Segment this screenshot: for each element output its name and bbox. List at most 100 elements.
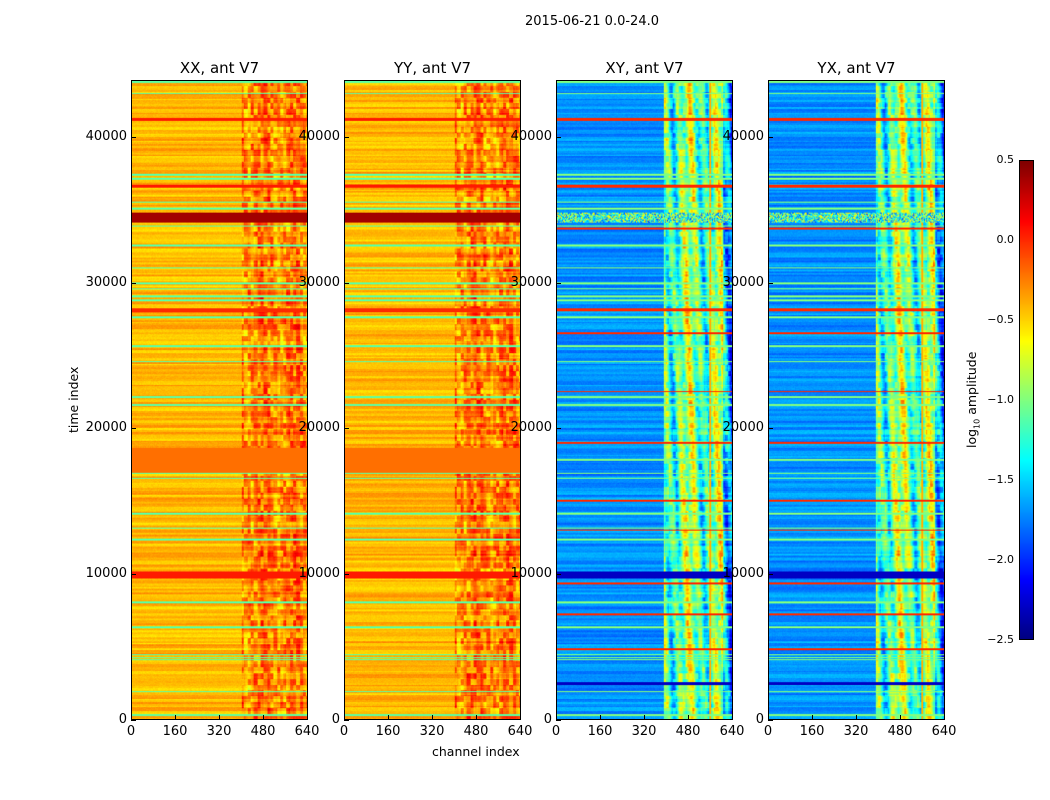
y-tick-mark [131,282,136,284]
x-tick-mark [432,715,433,720]
x-tick-label: 640 [294,724,320,739]
x-tick-label: 0 [126,724,136,739]
y-tick-mark [344,282,349,284]
y-tick-mark [556,428,561,430]
colorbar-tick-label: −1.5 [987,473,1014,486]
x-tick-mark [388,715,389,720]
x-tick-mark [263,715,264,720]
y-tick-mark [768,428,773,430]
x-tick-mark [476,715,477,720]
x-tick-mark [520,715,521,720]
heatmap-image [557,81,732,719]
colorbar-label-rest: amplitude [964,351,979,419]
heatmap-image [132,81,307,719]
heatmap-image [769,81,944,719]
x-tick-mark [644,715,645,720]
y-tick-label: 10000 [298,566,340,582]
x-axis-label: channel index [432,744,520,759]
x-tick-mark [812,715,813,720]
x-tick-label: 640 [507,724,533,739]
y-tick-mark [131,136,136,138]
y-tick-label: 40000 [510,128,552,144]
y-tick-mark [131,574,136,576]
y-tick-mark [131,720,136,721]
panel-title: XY, ant V7 [605,59,684,77]
x-tick-mark [688,715,689,720]
y-axis-label: time index [66,366,81,433]
x-tick-mark [175,715,176,720]
y-tick-label: 40000 [298,128,340,144]
y-tick-label: 0 [331,712,340,727]
colorbar-tick-label: −0.5 [987,313,1014,326]
x-tick-label: 320 [206,724,232,739]
y-tick-mark [768,720,773,721]
x-tick-mark [600,715,601,720]
x-tick-label: 480 [887,724,913,739]
colorbar-label: log10 amplitude [964,352,982,448]
x-tick-mark [732,715,733,720]
x-tick-label: 0 [763,724,773,739]
x-tick-label: 160 [375,724,401,739]
colorbar-tick-label: −1.0 [987,393,1014,406]
panel-title: YY, ant V7 [393,59,472,77]
x-tick-label: 640 [719,724,745,739]
x-tick-label: 0 [551,724,561,739]
x-tick-mark [344,715,345,720]
x-tick-mark [944,715,945,720]
colorbar-tick-label: 0.0 [996,233,1015,246]
y-tick-label: 20000 [722,420,764,436]
x-tick-mark [219,715,220,720]
x-tick-mark [856,715,857,720]
y-tick-mark [556,574,561,576]
x-tick-label: 480 [463,724,489,739]
x-tick-label: 640 [931,724,957,739]
x-tick-label: 480 [250,724,276,739]
y-tick-label: 10000 [85,566,127,582]
y-tick-label: 20000 [85,420,127,436]
x-tick-label: 320 [843,724,869,739]
heatmap-panel-1 [131,80,308,720]
colorbar-tick-label: −2.5 [987,633,1014,646]
y-tick-mark [344,574,349,576]
colorbar-label-log: log [964,428,979,448]
x-tick-label: 160 [799,724,825,739]
panel-title: XX, ant V7 [179,59,260,77]
y-tick-label: 0 [755,712,764,727]
heatmap-panel-3 [556,80,733,720]
y-tick-label: 30000 [722,274,764,290]
panel-title: YX, ant V7 [817,59,896,77]
y-tick-mark [556,282,561,284]
x-tick-label: 320 [631,724,657,739]
x-tick-label: 320 [419,724,445,739]
colorbar-tick-label: 0.5 [996,153,1015,166]
x-tick-label: 0 [339,724,349,739]
x-tick-mark [131,715,132,720]
y-tick-mark [556,136,561,138]
y-tick-mark [768,574,773,576]
x-tick-mark [768,715,769,720]
y-tick-label: 10000 [722,566,764,582]
x-tick-mark [900,715,901,720]
x-tick-mark [556,715,557,720]
heatmap-panel-2 [344,80,521,720]
x-tick-mark [307,715,308,720]
y-tick-label: 30000 [510,274,552,290]
y-tick-label: 30000 [85,274,127,290]
x-tick-label: 160 [162,724,188,739]
y-tick-label: 0 [118,712,127,727]
y-tick-label: 20000 [510,420,552,436]
colorbar-tick-label: −2.0 [987,553,1014,566]
y-tick-mark [344,428,349,430]
colorbar-label-sub: 10 [972,418,982,429]
y-tick-mark [556,720,561,721]
y-tick-label: 40000 [722,128,764,144]
y-tick-mark [768,136,773,138]
heatmap-panel-4 [768,80,945,720]
colorbar [1019,160,1034,640]
y-tick-mark [131,428,136,430]
y-tick-label: 30000 [298,274,340,290]
x-tick-label: 160 [587,724,613,739]
y-tick-label: 20000 [298,420,340,436]
figure-title: 2015-06-21 0.0-24.0 [525,14,659,29]
